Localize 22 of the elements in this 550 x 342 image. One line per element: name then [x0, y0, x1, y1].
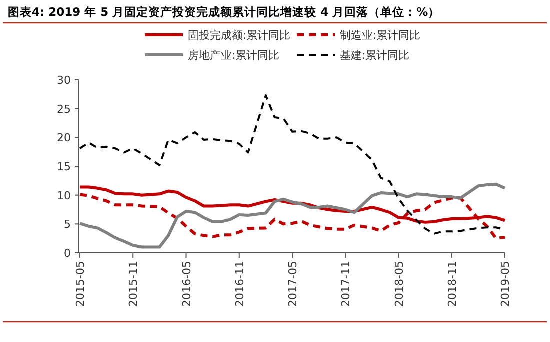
line-series [78, 182, 506, 249]
legend-label: 制造业:累计同比 [340, 29, 421, 42]
chart-title: 图表4: 2019 年 5 月固定资产投资完成额累计同比增速较 4 月回落（单位：%） [8, 5, 440, 19]
x-tick-label: 2017-11 [340, 261, 353, 307]
x-tick-label: 2018-11 [446, 261, 459, 307]
y-tick-label: 10 [57, 189, 71, 202]
x-tick-label: 2019-05 [499, 261, 512, 307]
y-tick-label: 20 [57, 132, 71, 145]
y-tick-label: 15 [57, 160, 71, 174]
y-tick-label: 5 [64, 218, 71, 232]
x-tick-label: 2015-11 [127, 261, 140, 307]
y-tick-label: 0 [64, 247, 71, 260]
x-tick-label: 2016-05 [180, 261, 194, 307]
x-tick-label: 2018-05 [392, 261, 406, 307]
y-tick-label: 30 [57, 74, 71, 87]
x-tick-label: 2015-05 [74, 261, 87, 307]
legend-label: 房地产业:累计同比 [188, 49, 280, 62]
x-tick-label: 2016-11 [233, 261, 246, 307]
legend-label: 固投完成额:累计同比 [188, 29, 291, 42]
legend-label: 基建:累计同比 [340, 49, 410, 62]
x-tick-label: 2017-05 [286, 261, 300, 307]
y-tick-label: 25 [57, 102, 71, 116]
